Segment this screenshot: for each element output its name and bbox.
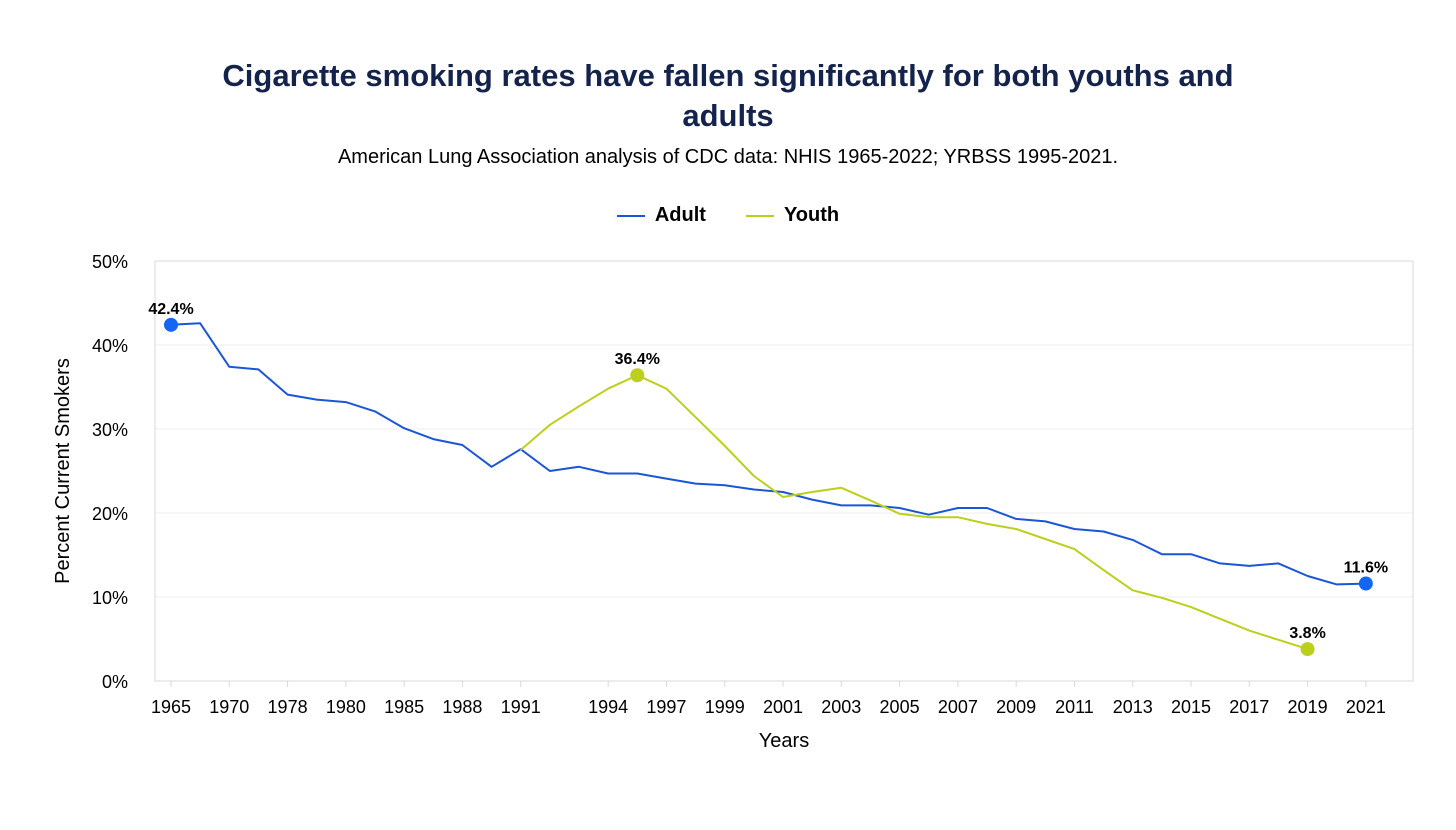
x-axis-title: Years bbox=[759, 730, 809, 752]
plot-frame bbox=[154, 260, 1414, 682]
x-tick-label: 2009 bbox=[996, 697, 1036, 717]
y-tick-label: 30% bbox=[92, 420, 128, 440]
legend-item-youth[interactable]: Youth bbox=[745, 204, 840, 227]
x-tick-label: 2019 bbox=[1288, 697, 1328, 717]
legend: Adult Youth bbox=[0, 204, 1456, 227]
data-point-youth bbox=[1300, 642, 1315, 657]
data-label-adult: 42.4% bbox=[148, 301, 193, 318]
legend-label-youth: Youth bbox=[783, 204, 840, 226]
series-line-adult bbox=[170, 322, 1366, 586]
y-tick-label: 50% bbox=[92, 252, 128, 272]
y-tick-label: 40% bbox=[92, 336, 128, 356]
x-tick-label: 1985 bbox=[384, 697, 424, 717]
y-tick-label: 20% bbox=[92, 504, 128, 524]
x-tick-label: 1999 bbox=[705, 697, 745, 717]
legend-item-adult[interactable]: Adult bbox=[616, 204, 706, 227]
data-point-youth bbox=[630, 368, 645, 383]
x-tick-label: 1997 bbox=[646, 697, 686, 717]
data-label-youth: 3.8% bbox=[1289, 625, 1325, 642]
x-tick-label: 2003 bbox=[821, 697, 861, 717]
data-point-adult bbox=[164, 317, 178, 332]
x-tick-label: 2013 bbox=[1113, 697, 1153, 717]
chart-title: Cigarette smoking rates have fallen sign… bbox=[0, 56, 1456, 136]
x-tick-label: 1988 bbox=[442, 697, 482, 717]
x-tick-label: 1970 bbox=[209, 697, 249, 717]
x-tick-label: 2021 bbox=[1346, 697, 1386, 717]
x-tick-label: 1991 bbox=[501, 697, 541, 717]
x-tick-label: 1965 bbox=[151, 697, 191, 717]
x-tick-label: 1994 bbox=[588, 697, 628, 717]
y-axis-title: Percent Current Smokers bbox=[52, 358, 74, 584]
x-tick-label: 2005 bbox=[880, 697, 920, 717]
x-tick-label: 2001 bbox=[763, 697, 803, 717]
series-line-youth bbox=[520, 374, 1308, 651]
data-label-adult: 11.6% bbox=[1344, 560, 1388, 577]
x-tick-label: 2017 bbox=[1229, 697, 1269, 717]
data-label-youth: 36.4% bbox=[615, 351, 660, 368]
x-tick-label: 2007 bbox=[938, 697, 978, 717]
data-point-adult bbox=[1358, 576, 1373, 591]
y-tick-label: 0% bbox=[102, 672, 128, 692]
legend-label-adult: Adult bbox=[654, 204, 706, 226]
chart-title-line-1: Cigarette smoking rates have fallen sign… bbox=[222, 58, 1234, 93]
x-tick-label: 2015 bbox=[1171, 697, 1211, 717]
y-tick-label: 10% bbox=[92, 588, 128, 608]
chart-subtitle: American Lung Association analysis of CD… bbox=[337, 146, 1119, 168]
x-tick-label: 2011 bbox=[1055, 697, 1094, 717]
x-tick-label: 1978 bbox=[268, 697, 308, 717]
x-tick-label: 1980 bbox=[326, 697, 366, 717]
legend-swatch-youth bbox=[745, 214, 774, 217]
chart-title-line-2: adults bbox=[682, 98, 774, 133]
legend-swatch-adult bbox=[616, 214, 645, 217]
